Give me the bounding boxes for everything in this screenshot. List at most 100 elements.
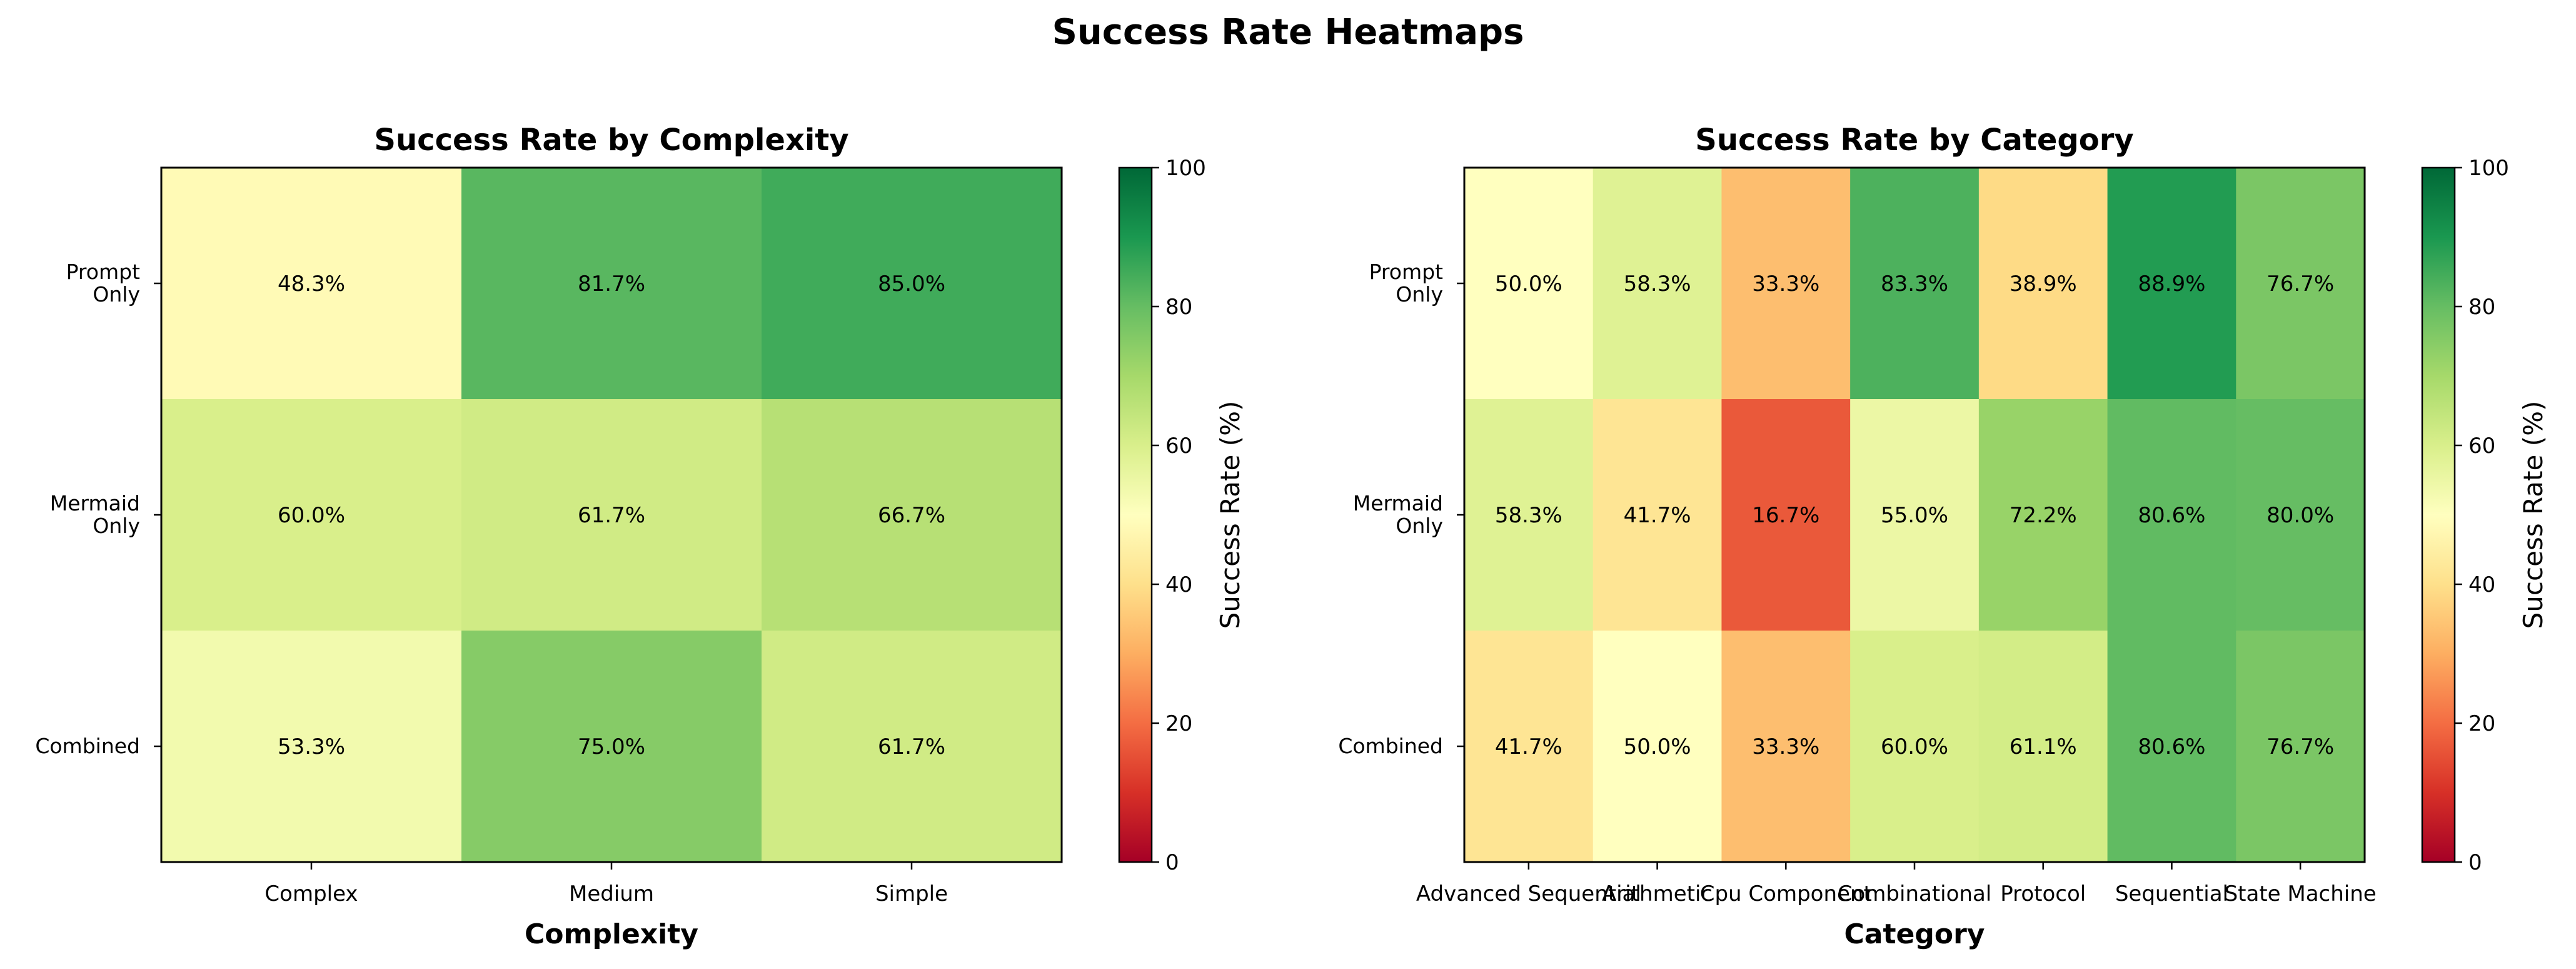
heatmap-cell: [161, 631, 462, 863]
colorbar-tick-label: 100: [1165, 156, 1206, 181]
colorbar-label: Success Rate (%): [2518, 401, 2548, 629]
heatmap-cell: [1464, 631, 1594, 863]
heatmap-cell: [1464, 168, 1594, 400]
cell-value-label: 58.3%: [1624, 271, 1691, 297]
colorbar-tick-label: 60: [2468, 434, 2495, 459]
cell-value-label: 85.0%: [878, 271, 945, 297]
heatmap-cell: [762, 168, 1062, 400]
heatmap-cell: [1721, 399, 1851, 631]
colorbar-frame: [1118, 166, 1153, 863]
cell-value-label: 33.3%: [1752, 271, 1819, 297]
colorbar-tick-label: 20: [2468, 711, 2495, 736]
colorbar-tick-label: 40: [2468, 572, 2495, 597]
x-tick-label: Simple: [875, 881, 948, 906]
heatmap-cell: [1850, 631, 1980, 863]
cell-value-label: 83.3%: [1881, 271, 1948, 297]
cell-value-label: 50.0%: [1624, 734, 1691, 759]
x-axis-label: Complexity: [525, 918, 698, 950]
cell-value-label: 60.0%: [1881, 734, 1948, 759]
heatmap-panel-2: Success Rate by Category 50.0% 58.3% 33.3% 8…: [1338, 123, 2548, 950]
cell-value-label: 41.7%: [1624, 503, 1691, 528]
heatmap-cell: [1850, 399, 1980, 631]
cell-value-label: 60.0%: [278, 503, 345, 528]
colorbar-tick-label: 80: [2468, 295, 2495, 320]
heatmap-cell: [1721, 631, 1851, 863]
panel-title: Success Rate by Category: [1695, 123, 2133, 158]
cell-value-label: 66.7%: [878, 503, 945, 528]
colorbar-tick-label: 80: [1165, 295, 1192, 320]
y-tick-label: Combined: [1338, 734, 1443, 758]
heatmap-cell: [461, 631, 762, 863]
cell-value-label: 41.7%: [1495, 734, 1562, 759]
cell-value-label: 76.7%: [2267, 271, 2334, 297]
heatmap-cell: [161, 399, 462, 631]
colorbar-tick-label: 20: [1165, 711, 1192, 736]
x-tick-label: Protocol: [2000, 881, 2086, 906]
x-tick-label: Combinational: [1838, 881, 1991, 906]
cell-value-label: 81.7%: [578, 271, 645, 297]
cell-value-label: 61.7%: [578, 503, 645, 528]
cell-value-label: 80.0%: [2267, 503, 2334, 528]
heatmap-cell: [2236, 399, 2365, 631]
heatmap-cell: [2107, 399, 2236, 631]
heatmap-cells: 48.3% 81.7% 85.0% 60.0% 61.7% 66.7% 53.3% 75.0%…: [161, 168, 1062, 863]
x-tick-label: Advanced Sequential: [1416, 881, 1641, 906]
cell-value-label: 80.6%: [2138, 503, 2205, 528]
cell-value-label: 16.7%: [1752, 503, 1819, 528]
heatmap-cell: [1464, 399, 1594, 631]
heatmap-panel-1: Success Rate by Complexity 48.3% 81.7% 85.0…: [35, 123, 1245, 950]
x-tick-label: State Machine: [2225, 881, 2377, 906]
cell-value-label: 55.0%: [1881, 503, 1948, 528]
y-tick-label: Mermaid Only: [1353, 491, 1443, 538]
x-tick-label: Arithmetic: [1602, 881, 1713, 906]
x-tick-label: Medium: [569, 881, 654, 906]
cell-value-label: 61.7%: [878, 734, 945, 759]
y-tick-label: Combined: [35, 734, 140, 758]
colorbar-label: Success Rate (%): [1215, 401, 1245, 629]
x-axis-label: Category: [1844, 918, 1985, 950]
cell-value-label: 61.1%: [2010, 734, 2077, 759]
colorbar-gradient: [2422, 168, 2455, 862]
figure-title: Success Rate Heatmaps: [1052, 12, 1524, 53]
heatmap-cell: [461, 399, 762, 631]
cell-value-label: 80.6%: [2138, 734, 2205, 759]
heatmap-cell: [1592, 399, 1722, 631]
cell-value-label: 38.9%: [2010, 271, 2077, 297]
colorbar-gradient: [1119, 168, 1152, 862]
cell-value-label: 33.3%: [1752, 734, 1819, 759]
colorbar-tick-label: 0: [2468, 850, 2482, 875]
y-tick-label: Prompt Only: [66, 260, 140, 307]
cell-value-label: 50.0%: [1495, 271, 1562, 297]
colorbar-tick-label: 60: [1165, 434, 1192, 459]
heatmap-cells: 50.0% 58.3% 33.3% 83.3% 38.9% 88.9% 76.7% 58.3%…: [1464, 168, 2365, 863]
heatmap-cell: [2107, 631, 2236, 863]
colorbar-tick-label: 0: [1165, 850, 1179, 875]
cell-value-label: 58.3%: [1495, 503, 1562, 528]
cell-value-label: 88.9%: [2138, 271, 2205, 297]
heatmap-cell: [1978, 631, 2108, 863]
heatmap-cell: [161, 168, 462, 400]
colorbar-tick-label: 100: [2468, 156, 2509, 181]
panel-title: Success Rate by Complexity: [374, 123, 848, 158]
heatmap-cell: [1721, 168, 1851, 400]
heatmap-cell: [461, 168, 762, 400]
colorbar: 0 20 40 60 80 100 Success Rate (%): [2421, 156, 2548, 875]
colorbar-tick-label: 40: [1165, 572, 1192, 597]
x-tick-label: Sequential: [2115, 881, 2228, 906]
heatmap-cell: [762, 631, 1062, 863]
heatmap-cell: [2236, 168, 2365, 400]
x-tick-label: Cpu Component: [1700, 881, 1872, 906]
colorbar-frame: [2421, 166, 2456, 863]
heatmap-cell: [1850, 168, 1980, 400]
heatmap-cell: [762, 399, 1062, 631]
cell-value-label: 53.3%: [278, 734, 345, 759]
y-tick-label: Prompt Only: [1369, 260, 1443, 307]
heatmap-cell: [2236, 631, 2365, 863]
y-tick-label: Mermaid Only: [50, 491, 140, 538]
cell-value-label: 72.2%: [2010, 503, 2077, 528]
heatmap-cell: [1978, 399, 2108, 631]
cell-value-label: 75.0%: [578, 734, 645, 759]
cell-value-label: 48.3%: [278, 271, 345, 297]
